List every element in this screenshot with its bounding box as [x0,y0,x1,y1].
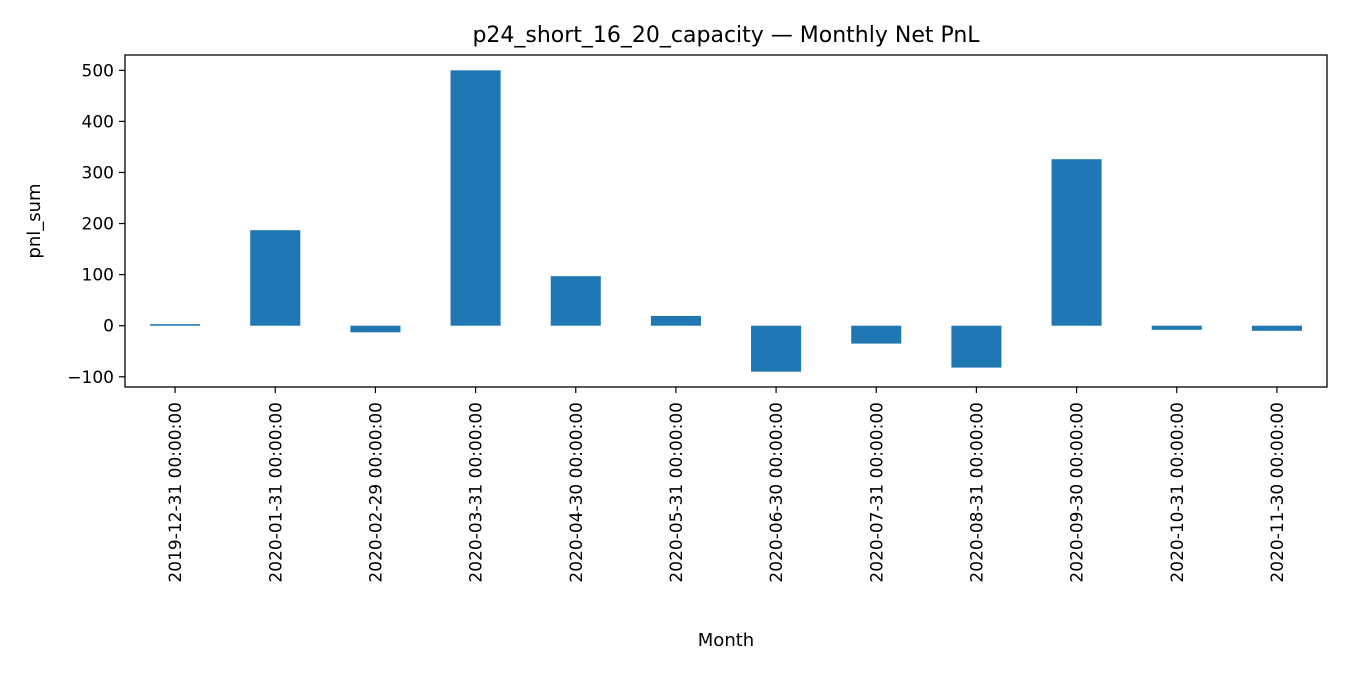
bar-11 [1251,325,1302,331]
y-tick-label: −100 [67,368,114,388]
y-axis: −100 0 100 200 300 400 500 [67,61,125,388]
y-tick-label: 500 [82,61,114,81]
x-tick-label: 2020-03-31 00:00:00 [467,402,487,583]
bar-7 [851,325,902,344]
x-tick-label: 2020-04-30 00:00:00 [567,402,587,583]
bar-9 [1051,159,1102,326]
bar-8 [951,325,1002,368]
bars [150,70,1302,372]
x-tick-label: 2019-12-31 00:00:00 [166,402,186,583]
x-tick-label: 2020-06-30 00:00:00 [767,402,787,583]
y-tick-label: 300 [82,163,114,183]
x-tick-label: 2020-02-29 00:00:00 [366,402,386,583]
bar-0 [150,324,201,326]
y-tick-label: 100 [82,266,114,286]
bar-4 [550,276,601,326]
bar-5 [650,316,701,326]
x-tick-label: 2020-11-30 00:00:00 [1268,402,1288,583]
bar-6 [751,325,802,372]
x-tick-label: 2020-10-31 00:00:00 [1168,402,1188,583]
x-axis: 2019-12-31 00:00:00 2020-01-31 00:00:00 20… [166,387,1288,583]
x-tick-label: 2020-07-31 00:00:00 [867,402,887,583]
chart-title: p24_short_16_20_capacity — Monthly Net P… [472,23,980,48]
x-tick-label: 2020-05-31 00:00:00 [667,402,687,583]
y-tick-label: 200 [82,215,114,235]
bar-3 [450,70,501,326]
bar-2 [350,325,401,333]
x-tick-label: 2020-08-31 00:00:00 [967,402,987,583]
x-axis-label: Month [698,630,754,651]
plot-frame [124,54,1328,388]
x-tick-label: 2020-01-31 00:00:00 [266,402,286,583]
y-tick-label: 0 [103,317,114,337]
y-axis-label: pnl_sum [24,183,45,258]
bar-1 [250,230,301,326]
bar-10 [1151,325,1202,330]
y-tick-label: 400 [82,112,114,132]
x-tick-label: 2020-09-30 00:00:00 [1068,402,1088,583]
